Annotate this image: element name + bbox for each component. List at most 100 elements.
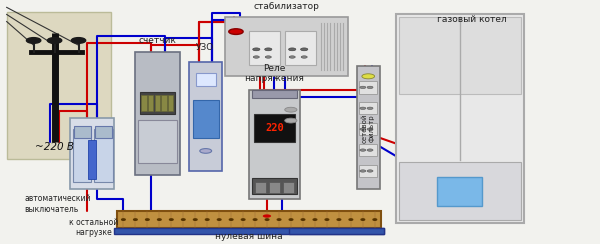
Text: счетчик: счетчик	[139, 36, 176, 45]
Circle shape	[229, 29, 243, 34]
Circle shape	[26, 38, 41, 43]
Circle shape	[360, 86, 366, 89]
Circle shape	[367, 149, 373, 151]
Circle shape	[205, 219, 209, 220]
Bar	[249, 31, 280, 65]
Circle shape	[146, 219, 149, 220]
Bar	[88, 140, 95, 179]
Circle shape	[367, 86, 373, 89]
Text: сетевой
фильтр: сетевой фильтр	[362, 113, 375, 143]
Circle shape	[325, 219, 329, 220]
Bar	[196, 73, 215, 86]
Bar	[269, 182, 280, 193]
Bar	[95, 126, 112, 138]
Circle shape	[229, 219, 233, 220]
Bar	[148, 95, 154, 111]
Circle shape	[71, 38, 86, 43]
Circle shape	[367, 128, 373, 130]
Circle shape	[134, 219, 137, 220]
Bar	[118, 211, 381, 228]
Bar	[399, 17, 521, 93]
Bar	[399, 162, 521, 220]
Circle shape	[289, 56, 295, 58]
Circle shape	[360, 149, 366, 151]
Text: ~220 В: ~220 В	[35, 142, 74, 152]
Bar	[289, 228, 384, 234]
Circle shape	[313, 219, 317, 220]
Bar	[359, 123, 377, 135]
Text: УЗО: УЗО	[196, 43, 215, 52]
Bar	[140, 92, 175, 114]
Text: нулевая шина: нулевая шина	[215, 233, 283, 242]
Circle shape	[217, 219, 221, 220]
Circle shape	[170, 219, 173, 220]
Circle shape	[265, 219, 269, 220]
Bar	[255, 182, 266, 193]
Circle shape	[193, 219, 197, 220]
Circle shape	[337, 219, 341, 220]
Bar	[283, 182, 294, 193]
Bar	[249, 90, 300, 199]
Bar	[359, 144, 377, 156]
Circle shape	[301, 56, 307, 58]
Circle shape	[265, 48, 272, 51]
Circle shape	[285, 107, 297, 112]
Circle shape	[373, 219, 377, 220]
Bar	[70, 119, 115, 189]
Text: стабилизатор: стабилизатор	[254, 2, 320, 11]
Circle shape	[253, 219, 257, 220]
Bar	[396, 14, 524, 223]
Text: газовый котел: газовый котел	[437, 15, 506, 24]
Bar	[252, 178, 297, 194]
Bar	[74, 126, 91, 138]
Circle shape	[253, 48, 260, 51]
Circle shape	[122, 219, 125, 220]
Text: автоматический
выключатель: автоматический выключатель	[25, 194, 91, 214]
Circle shape	[289, 48, 296, 51]
Bar	[7, 12, 112, 159]
Bar	[285, 31, 316, 65]
Circle shape	[301, 48, 308, 51]
Circle shape	[289, 219, 293, 220]
Circle shape	[301, 219, 305, 220]
Circle shape	[158, 219, 161, 220]
Bar	[359, 81, 377, 93]
Bar	[252, 90, 297, 98]
Bar	[359, 165, 377, 177]
Circle shape	[360, 128, 366, 130]
Circle shape	[47, 38, 62, 43]
Bar	[94, 129, 113, 182]
Circle shape	[360, 107, 366, 110]
Bar	[254, 114, 295, 142]
Circle shape	[263, 214, 271, 218]
Bar	[193, 100, 219, 138]
Text: 220: 220	[265, 123, 284, 133]
Text: Реле
напряжения: Реле напряжения	[244, 64, 304, 83]
Text: к остальной
нагрузке: к остальной нагрузке	[69, 218, 118, 237]
Circle shape	[285, 118, 297, 123]
Bar	[168, 95, 173, 111]
Bar	[359, 102, 377, 114]
Circle shape	[362, 74, 374, 79]
Circle shape	[241, 219, 245, 220]
Bar	[161, 95, 167, 111]
Bar	[142, 95, 147, 111]
Bar	[73, 129, 91, 182]
Circle shape	[367, 107, 373, 110]
Bar	[115, 228, 384, 234]
Bar	[357, 66, 380, 189]
Bar	[136, 52, 180, 175]
Bar	[155, 95, 160, 111]
Circle shape	[265, 56, 271, 58]
Bar	[437, 177, 482, 206]
Bar	[139, 120, 177, 163]
Circle shape	[200, 149, 212, 153]
Circle shape	[360, 170, 366, 172]
Circle shape	[253, 56, 259, 58]
Circle shape	[181, 219, 185, 220]
Bar	[189, 62, 222, 171]
Circle shape	[277, 219, 281, 220]
Bar	[225, 17, 348, 76]
Circle shape	[361, 219, 365, 220]
Circle shape	[349, 219, 353, 220]
